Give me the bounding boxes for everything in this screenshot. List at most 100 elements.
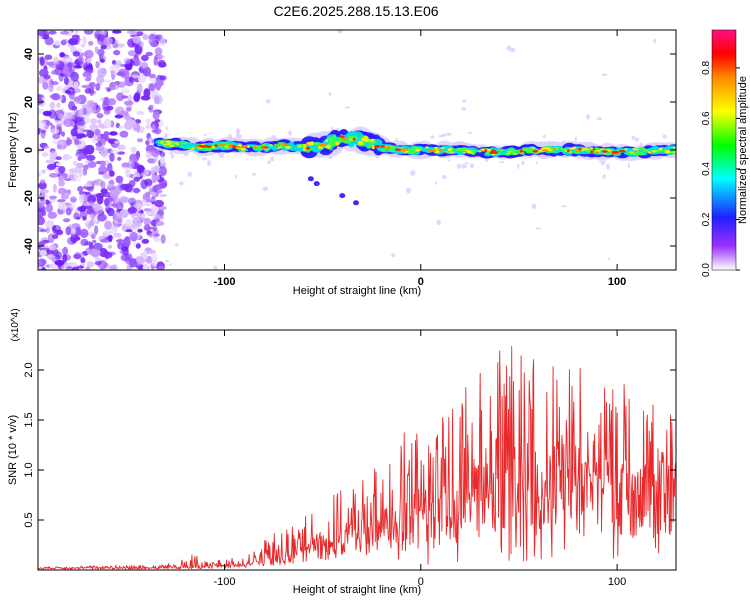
noise-blob [148,35,154,45]
snr-ytick-label: 0.5 [23,512,35,527]
noise-blob [157,189,163,194]
noise-blob [69,120,75,127]
noise-blob [74,138,80,145]
noise-blob [59,31,69,35]
noise-blob [113,64,121,69]
signal-hotspot [380,145,385,148]
signal-band-blob [329,138,337,144]
faint-speck [586,114,591,120]
faint-speck [517,163,520,169]
signal-band-blob [412,146,418,150]
chart-title: C2E6.2025.288.15.13.E06 [273,3,438,19]
signal-band-blob [278,142,283,145]
colorbar-tick-label: 0.0 [701,263,712,277]
noise-blob [63,178,72,181]
noise-blob [113,197,120,203]
noise-blob [159,151,166,157]
noise-blob [127,50,138,57]
faint-speck [328,92,332,96]
noise-blob [95,83,101,91]
colorbar-tick-label: 0.4 [701,162,712,176]
signal-band-blob [583,147,588,151]
signal-band-blob [218,146,226,148]
noise-blob [97,48,105,57]
noise-blob [125,168,131,178]
signal-band-blob [397,146,402,149]
noise-blob [38,94,45,99]
signal-band-blob [361,138,366,141]
noise-blob [153,95,160,105]
noise-blob [122,237,131,247]
signal-band-blob [624,148,628,151]
noise-blob [67,236,77,245]
noise-blob [80,256,85,263]
noise-blob [91,239,97,244]
signal-band-blob [448,151,455,154]
noise-blob [112,30,122,34]
noise-blob [38,128,41,135]
colorbar-tick-label: 0.6 [701,111,712,125]
noise-blob [52,267,59,270]
faint-speck [288,130,292,136]
noise-blob [48,30,57,35]
noise-blob [129,231,138,242]
noise-blob [58,141,64,145]
noise-blob [44,54,53,60]
noise-blob [58,180,65,187]
signal-band-blob [629,151,634,154]
signal-band-blob [559,147,567,151]
signal-band-blob [659,147,663,150]
noise-blob [117,156,122,161]
signal-band-blob [664,149,671,153]
noise-blob [77,206,87,212]
noise-blob [109,152,115,162]
faint-speck [561,205,567,208]
noise-blob [108,131,118,136]
noise-blob [49,195,57,201]
noise-blob [82,107,88,116]
signal-hotspot [431,149,437,152]
noise-blob [139,212,146,219]
noise-blob [73,253,82,260]
snr-ytick-label: 2.0 [23,362,35,377]
noise-blob [86,248,96,256]
noise-blob [75,129,84,134]
faint-speck [468,131,472,135]
noise-blob [152,111,160,120]
noise-blob [45,159,54,164]
signal-band-blob [457,148,463,151]
noise-blob [107,163,113,173]
noise-blob [66,266,73,270]
spectrogram-xtick-label: 0 [418,276,424,288]
noise-blob [63,76,69,85]
noise-blob [99,160,106,167]
noise-blob [87,222,92,230]
signal-band-blob [277,146,283,149]
noise-blob [117,81,126,88]
noise-blob [159,38,166,47]
signal-band-blob [297,145,302,148]
signal-band-blob [440,147,446,149]
noise-blob [41,266,46,270]
faint-speck [464,162,470,165]
noise-blob [57,199,66,203]
signal-hotspot [241,145,248,148]
noise-blob [130,213,136,219]
signal-band-blob [369,138,375,142]
faint-speck [462,99,467,103]
faint-speck [631,135,636,140]
noise-blob [113,49,121,56]
noise-blob [84,88,92,94]
signal-band-blob [310,146,321,151]
noise-blob [103,118,112,129]
spectrogram-xlabel: Height of straight line (km) [293,285,421,297]
noise-blob [95,142,103,147]
signal-band-blob [447,148,452,152]
snr-ylabel: SNR (10 * v/v) [7,415,19,485]
noise-blob [97,67,107,78]
noise-blob [76,119,86,126]
faint-speck [627,162,630,169]
faint-speck [337,30,343,34]
noise-blob [38,200,45,208]
noise-blob [94,46,99,54]
